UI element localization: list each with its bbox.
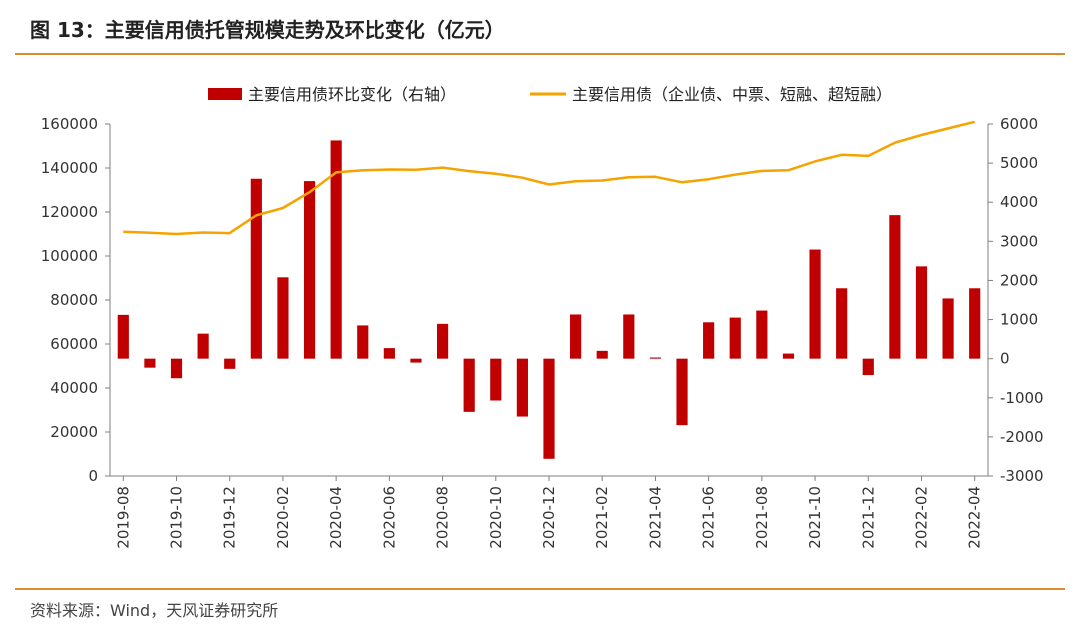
bar-2020-02 xyxy=(277,277,289,359)
left-axis-tick-label: 20000 xyxy=(50,423,98,441)
bar-2021-04 xyxy=(649,357,662,359)
x-axis-tick-label: 2020-06 xyxy=(380,486,398,549)
left-axis-tick-label: 80000 xyxy=(50,291,98,309)
bar-2021-11 xyxy=(836,288,848,359)
right-axis-tick-label: 1000 xyxy=(1000,311,1038,329)
top-divider xyxy=(15,53,1065,55)
x-axis-tick-label: 2020-12 xyxy=(540,486,558,549)
bar-2021-05 xyxy=(676,358,688,426)
legend: 主要信用债环比变化（右轴） 主要信用债（企业债、中票、短融、超短融） xyxy=(208,85,892,104)
bar-2021-07 xyxy=(729,317,741,359)
right-axis-tick-label: -1000 xyxy=(1000,389,1044,407)
right-axis-tick-label: 0 xyxy=(1000,350,1010,368)
legend-line-label: 主要信用债（企业债、中票、短融、超短融） xyxy=(572,85,892,104)
bar-2021-02 xyxy=(596,350,608,359)
left-axis-tick-label: 160000 xyxy=(41,115,98,133)
right-axis-tick-label: 3000 xyxy=(1000,232,1038,250)
left-axis-tick-label: 60000 xyxy=(50,335,98,353)
x-axis-tick-label: 2022-04 xyxy=(966,486,984,549)
x-axis-tick-label: 2021-08 xyxy=(753,486,771,549)
bar-2020-04 xyxy=(330,140,342,359)
chart: 主要信用债环比变化（右轴） 主要信用债（企业债、中票、短融、超短融） 0 2000… xyxy=(41,85,1044,549)
x-axis-tick-label: 2022-02 xyxy=(912,486,930,549)
bar-2021-03 xyxy=(623,314,635,359)
legend-bar-swatch xyxy=(208,88,242,100)
source-note: 资料来源：Wind，天风证券研究所 xyxy=(30,601,279,620)
right-axis-tick-label: 4000 xyxy=(1000,193,1038,211)
line-path xyxy=(123,120,976,236)
bar-2020-01 xyxy=(250,178,262,359)
bar-2021-08 xyxy=(756,310,768,359)
x-axis-tick-label: 2019-12 xyxy=(221,486,239,549)
bar-2019-08 xyxy=(117,314,129,359)
bar-2020-11 xyxy=(516,358,528,417)
right-axis-tick-label: 5000 xyxy=(1000,154,1038,172)
x-axis-tick-label: 2019-08 xyxy=(114,486,132,549)
chart-title: 图 13：主要信用债托管规模走势及环比变化（亿元） xyxy=(30,18,505,42)
bar-2020-10 xyxy=(490,358,502,401)
left-axis-tick-label: 100000 xyxy=(41,247,98,265)
bottom-divider xyxy=(15,588,1065,590)
x-axis-tick-label: 2021-02 xyxy=(593,486,611,549)
legend-bar-label: 主要信用债环比变化（右轴） xyxy=(248,85,456,104)
bar-2021-06 xyxy=(703,322,715,359)
x-axis-tick-label: 2021-06 xyxy=(700,486,718,549)
bar-2020-03 xyxy=(303,181,316,359)
x-axis-tick-label: 2020-04 xyxy=(327,486,345,549)
x-axis-tick-label: 2020-10 xyxy=(487,486,505,549)
left-axis-tick-label: 140000 xyxy=(41,159,98,177)
right-axis-tick-label: 6000 xyxy=(1000,115,1038,133)
bar-2020-09 xyxy=(463,358,475,412)
axes: 0200004000060000800001000001200001400001… xyxy=(41,115,1044,549)
left-axis-tick-label: 40000 xyxy=(50,379,98,397)
x-axis-tick-label: 2020-02 xyxy=(274,486,292,549)
x-axis-tick-label: 2019-10 xyxy=(168,486,186,549)
bar-2019-10 xyxy=(170,358,183,379)
x-axis-tick-label: 2021-12 xyxy=(859,486,877,549)
left-axis-tick-label: 0 xyxy=(88,467,98,485)
bar-2020-08 xyxy=(436,323,449,359)
bar-2022-04 xyxy=(969,288,981,359)
right-axis-tick-label: -2000 xyxy=(1000,428,1044,446)
bar-2021-10 xyxy=(809,249,821,359)
bar-2020-05 xyxy=(357,325,369,359)
bar-2019-11 xyxy=(197,333,209,359)
bar-2022-02 xyxy=(915,266,928,359)
bar-2021-09 xyxy=(782,353,795,359)
bar-2021-12 xyxy=(862,358,874,376)
bar-2020-12 xyxy=(543,358,555,459)
x-axis-tick-label: 2021-10 xyxy=(806,486,824,549)
bar-series xyxy=(117,140,981,459)
bar-2020-07 xyxy=(410,358,422,363)
bar-2022-03 xyxy=(942,298,954,359)
x-axis-tick-label: 2020-08 xyxy=(434,486,452,549)
bar-2020-06 xyxy=(383,348,395,359)
bar-2019-09 xyxy=(144,358,156,368)
bar-2022-01 xyxy=(889,215,901,359)
x-axis-tick-label: 2021-04 xyxy=(646,486,664,549)
bar-2019-12 xyxy=(224,358,236,369)
line-series xyxy=(123,120,976,236)
right-axis-tick-label: -3000 xyxy=(1000,467,1044,485)
bar-2021-01 xyxy=(570,314,582,359)
left-axis-tick-label: 120000 xyxy=(41,203,98,221)
right-axis-tick-label: 2000 xyxy=(1000,271,1038,289)
